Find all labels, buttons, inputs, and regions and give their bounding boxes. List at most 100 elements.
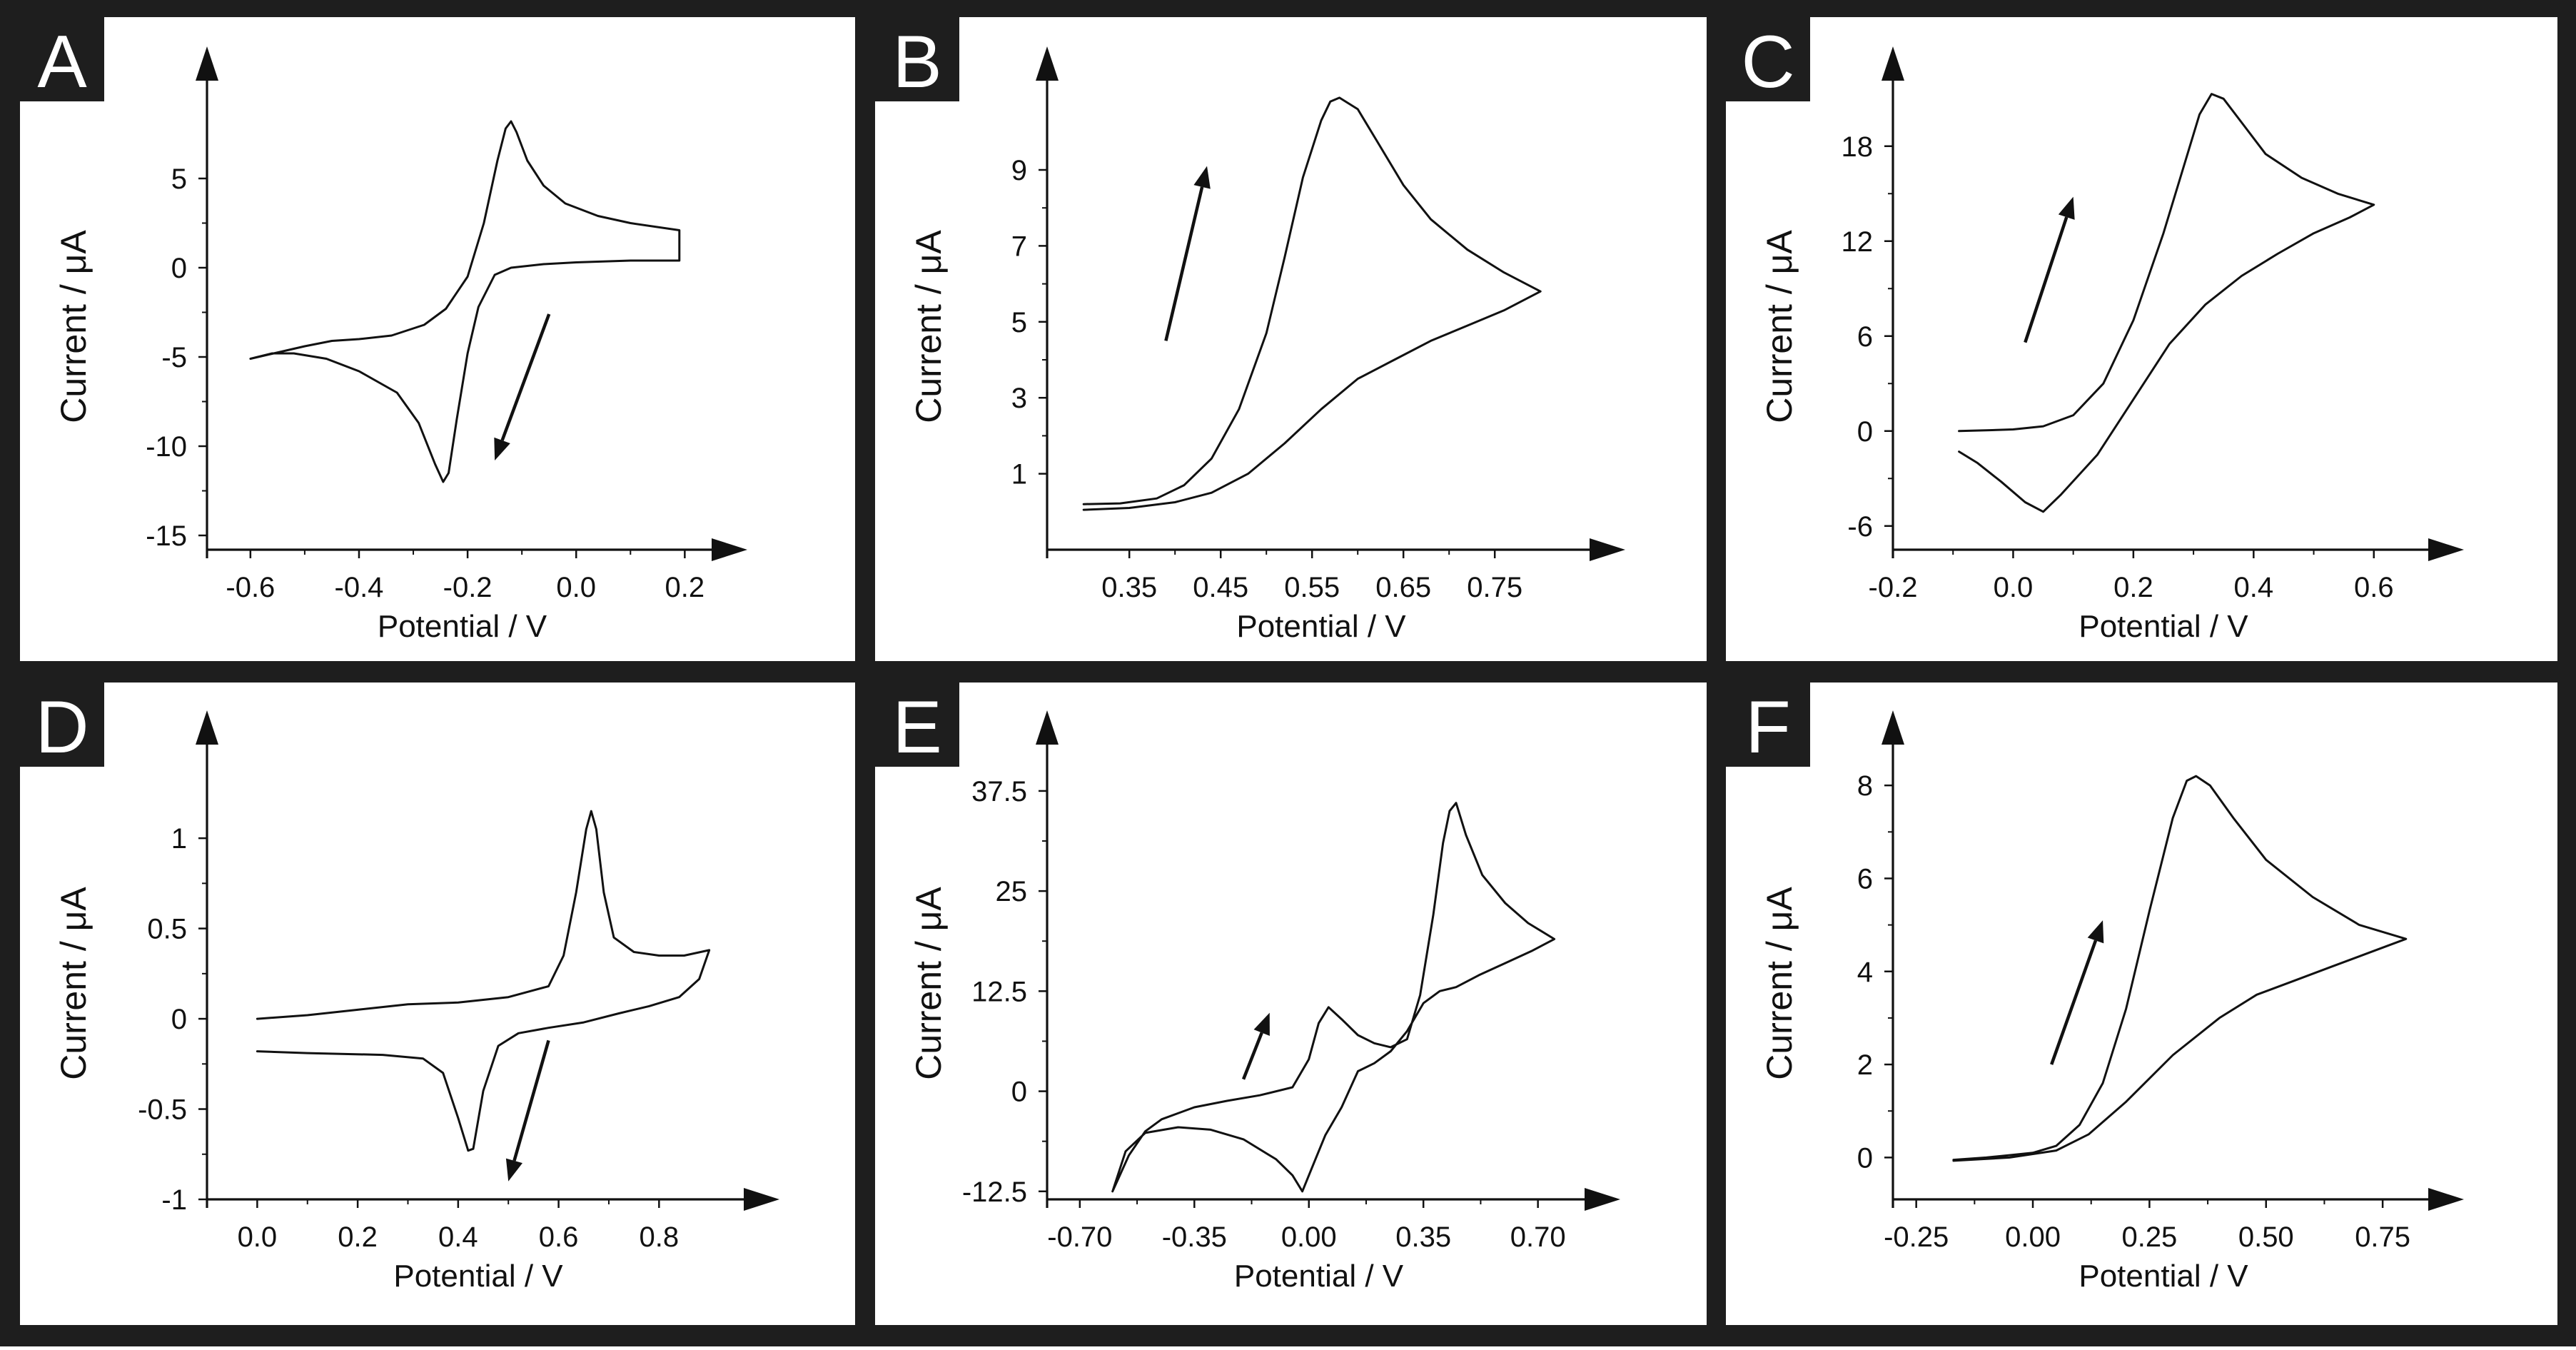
x-tick-label: 0.35 (1395, 1221, 1451, 1253)
y-tick-label: 0 (1011, 1077, 1027, 1108)
y-tick-label: 6 (1857, 321, 1873, 353)
x-tick-label: 0.50 (2238, 1221, 2294, 1253)
y-tick-label: 7 (1011, 231, 1027, 262)
x-tick-label: 0.70 (1510, 1221, 1566, 1253)
y-tick-label: -1 (161, 1184, 187, 1216)
panel-label-badge (1726, 682, 1810, 767)
x-tick-label: 0.2 (338, 1221, 378, 1253)
x-tick-label: 0.0 (238, 1221, 278, 1253)
x-tick-label: 0.6 (539, 1221, 579, 1253)
scan-direction-arrow (2024, 216, 2069, 343)
y-tick-label: -0.5 (138, 1094, 187, 1126)
y-tick-label: 6 (1857, 863, 1873, 895)
x-tick-label: 0.2 (665, 572, 705, 603)
scan-direction-arrow (2050, 940, 2098, 1065)
x-tick-label: 0.00 (2005, 1221, 2061, 1253)
scan-direction-arrow (1241, 1032, 1263, 1080)
y-tick-label: -10 (146, 431, 187, 463)
scan-arrowhead (2058, 196, 2075, 220)
scan-direction-arrow (500, 313, 551, 441)
x-tick-label: 0.8 (640, 1221, 680, 1253)
panel-label: B (892, 21, 941, 104)
x-axis-title: Potential / V (2079, 1259, 2248, 1294)
x-axis-arrowhead (1585, 1188, 1620, 1211)
panel-d: D 0.0 0.2 0.4 0.6 0.8 1 0.5 0 -0.5 -1 Potential / V… (20, 682, 855, 1325)
y-tick-label: 12 (1842, 226, 1874, 258)
x-axis-arrowhead (2428, 538, 2464, 561)
y-tick-label: 0 (1857, 1142, 1873, 1174)
y-tick-label: 4 (1857, 957, 1873, 988)
x-tick-label: -0.2 (1869, 572, 1918, 603)
x-tick-label: 0.65 (1375, 572, 1431, 603)
x-tick-label: 0.75 (2355, 1221, 2410, 1253)
y-tick-label: 18 (1842, 131, 1874, 163)
y-tick-label: 5 (1011, 307, 1027, 338)
x-tick-label: 0.45 (1193, 572, 1248, 603)
x-axis-arrowhead (712, 538, 747, 561)
cv-curve (1952, 775, 2408, 1162)
y-tick-label: 8 (1857, 770, 1873, 802)
panel-label: C (1741, 21, 1794, 104)
x-tick-label: 0.6 (2354, 572, 2394, 603)
x-axis-arrowhead (1590, 538, 1625, 561)
scan-direction-arrow (512, 1039, 550, 1162)
y-tick-label: 1 (1011, 459, 1027, 490)
y-axis-title: Current / μA (54, 887, 94, 1080)
y-axis-title: Current / μA (54, 230, 94, 423)
panel-label-badge (875, 682, 959, 767)
x-axis-title: Potential / V (393, 1259, 563, 1294)
y-axis-title: Current / μA (909, 230, 949, 423)
y-axis-arrowhead (1036, 710, 1059, 745)
y-tick-label: 0 (1857, 416, 1873, 448)
panel-label-badge (20, 682, 104, 767)
y-tick-label: -5 (161, 342, 187, 373)
x-tick-label: -0.70 (1047, 1221, 1112, 1253)
panel-label: E (892, 686, 941, 769)
y-axis-arrowhead (196, 710, 218, 745)
scan-arrowhead (1253, 1012, 1270, 1036)
x-axis-arrowhead (744, 1188, 779, 1211)
y-tick-label: -15 (146, 520, 187, 552)
panel-background (875, 17, 1707, 661)
y-axis-arrowhead (1036, 46, 1059, 81)
y-axis-arrowhead (196, 46, 218, 81)
y-axis-arrowhead (1882, 46, 1904, 81)
y-tick-label: 2 (1857, 1049, 1873, 1081)
panel-e: E -0.70 -0.35 0.00 0.35 0.70 37.5 25 12.5 0 -12.5 P… (875, 682, 1707, 1325)
x-tick-label: 0.25 (2121, 1221, 2177, 1253)
x-tick-label: 0.4 (2234, 572, 2274, 603)
x-tick-label: 0.00 (1281, 1221, 1337, 1253)
cv-curve (249, 120, 681, 483)
y-axis-arrowhead (1882, 710, 1904, 745)
x-axis-title: Potential / V (2079, 609, 2248, 644)
x-axis-title: Potential / V (378, 609, 547, 644)
scan-arrowhead (2087, 920, 2104, 944)
x-tick-label: 0.35 (1101, 572, 1157, 603)
x-tick-label: 0.0 (1994, 572, 2034, 603)
panel-f: F -0.25 0.00 0.25 0.50 0.75 8 6 4 2 0 Potential / V… (1726, 682, 2557, 1325)
y-axis-title: Current / μA (1759, 887, 1799, 1080)
x-tick-label: 0.55 (1284, 572, 1340, 603)
y-tick-label: 5 (171, 163, 187, 195)
scan-arrowhead (1193, 166, 1211, 189)
scan-direction-arrow (1164, 186, 1204, 341)
x-axis-title: Potential / V (1234, 1259, 1404, 1294)
panel-background (1726, 17, 2557, 661)
y-tick-label: 0 (171, 253, 187, 284)
panel-label-badge (1726, 17, 1810, 101)
y-tick-label: 12.5 (971, 976, 1027, 1007)
x-tick-label: -0.2 (443, 572, 493, 603)
panel-a: A -0.6 -0.4 -0.2 0.0 0.2 5 0 -5 -10 -15 Potential /… (20, 17, 855, 661)
x-tick-label: -0.6 (226, 572, 275, 603)
panel-label: F (1745, 686, 1791, 769)
y-axis-title: Current / μA (909, 887, 949, 1080)
scan-arrowhead (494, 437, 510, 460)
panel-label: A (37, 21, 87, 104)
y-tick-label: 37.5 (971, 776, 1027, 807)
y-tick-label: -6 (1847, 511, 1873, 543)
y-tick-label: 9 (1011, 155, 1027, 186)
y-tick-label: 0.5 (147, 914, 187, 945)
panel-background (875, 682, 1707, 1325)
x-tick-label: -0.25 (1884, 1221, 1949, 1253)
cv-curve (1958, 93, 2375, 513)
